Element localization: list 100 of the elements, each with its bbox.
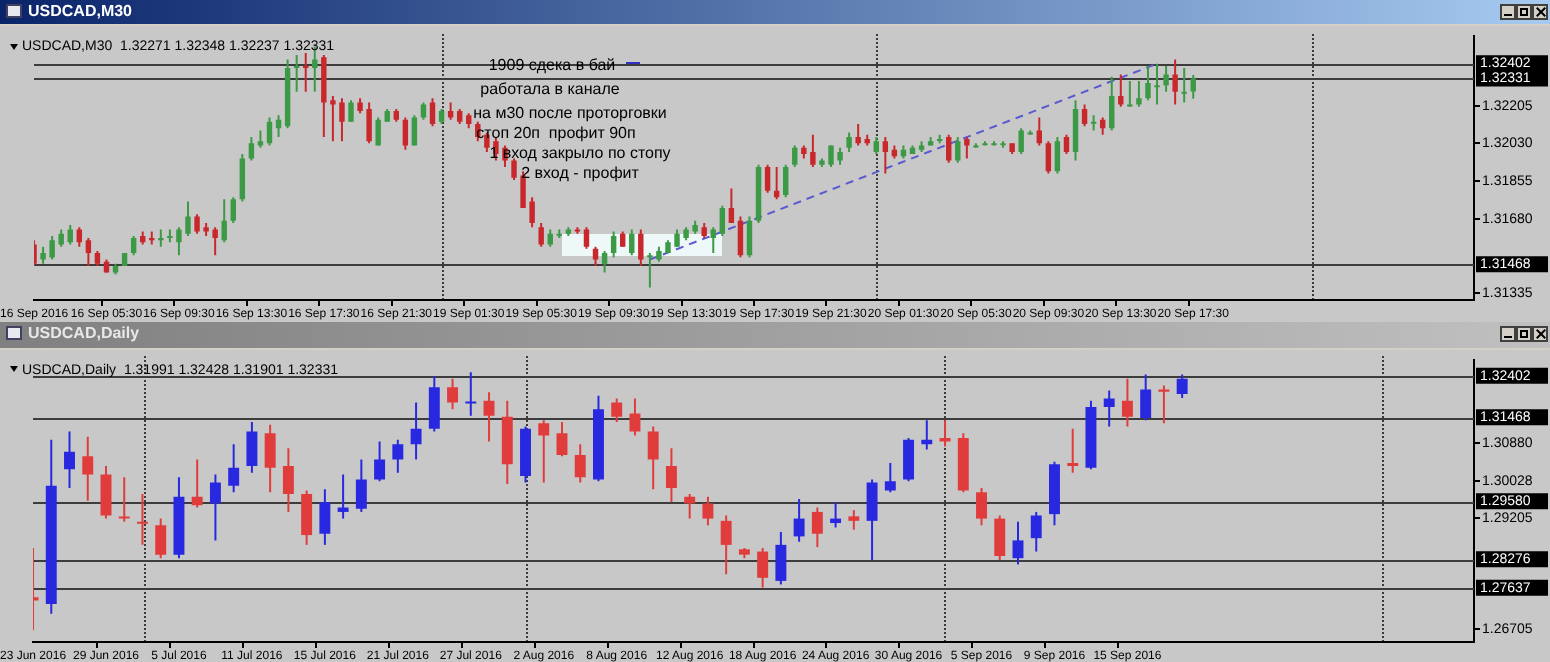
candlestick — [118, 476, 130, 523]
candlestick — [355, 458, 367, 513]
candlestick — [976, 486, 987, 527]
chart-title: USDCAD,M30 — [28, 0, 133, 24]
candlestick — [1045, 140, 1052, 175]
candlestick — [82, 435, 94, 502]
candlestick — [811, 506, 823, 549]
candlestick — [282, 447, 294, 513]
candlestick — [556, 421, 568, 458]
candlestick — [230, 196, 236, 224]
candlestick — [1140, 373, 1152, 422]
candlestick — [1012, 520, 1024, 566]
candlestick — [266, 116, 273, 147]
candlestick — [1081, 103, 1088, 128]
candlestick — [209, 473, 221, 542]
candlestick — [264, 423, 276, 494]
candlestick — [647, 425, 659, 491]
candlestick — [1163, 64, 1169, 93]
candlestick — [392, 438, 404, 474]
annotation: работала в канале — [480, 80, 621, 99]
candlestick — [946, 133, 952, 164]
candlestick — [939, 419, 951, 448]
candlestick — [710, 226, 716, 255]
candlestick — [319, 488, 331, 546]
candlestick — [538, 221, 544, 248]
candlestick — [702, 495, 714, 527]
candlestick — [846, 131, 852, 153]
candlestick — [221, 198, 227, 244]
candlestick — [1030, 510, 1042, 553]
candlestick — [520, 425, 531, 484]
candlestick — [76, 226, 83, 248]
candlestick — [1176, 373, 1188, 399]
candlestick — [601, 249, 608, 274]
chart-title: USDCAD,Daily — [28, 322, 140, 346]
candlestick — [64, 430, 75, 489]
candlestick — [592, 245, 599, 267]
candlestick — [1067, 427, 1079, 474]
candlestick — [1121, 377, 1133, 428]
candlestick — [720, 514, 732, 576]
candlestick — [1072, 99, 1079, 162]
candlestick — [792, 144, 798, 169]
candlestick — [158, 228, 164, 248]
candlestick — [410, 401, 422, 461]
candlestick — [830, 501, 842, 529]
annotation: на м30 после проторговки — [473, 104, 667, 123]
candlestick — [1054, 135, 1061, 175]
candlestick — [538, 419, 550, 484]
candlestick — [1036, 116, 1043, 147]
candlestick — [764, 163, 771, 194]
candlestick — [348, 99, 354, 123]
candlestick — [483, 391, 495, 443]
candlestick — [583, 226, 590, 250]
candlestick — [137, 493, 148, 546]
candlestick — [1018, 127, 1024, 156]
candlestick — [775, 530, 787, 586]
candlestick — [728, 187, 735, 224]
candlestick — [629, 228, 635, 257]
candlestick — [793, 498, 805, 543]
candlestick — [447, 377, 459, 411]
candlestick — [301, 489, 313, 546]
candlestick — [994, 514, 1006, 561]
candlestick — [1103, 389, 1115, 428]
candlestick — [574, 443, 586, 484]
candlestick — [882, 135, 889, 175]
candlestick — [921, 419, 933, 451]
candlestick — [428, 375, 440, 433]
candlestick — [1172, 58, 1178, 106]
candlestick — [1136, 79, 1142, 108]
candlestick — [155, 517, 167, 560]
candlestick — [955, 135, 961, 164]
candlestick — [228, 443, 240, 494]
candlestick — [465, 371, 477, 417]
candlestick — [884, 461, 896, 494]
candlestick — [1109, 75, 1115, 132]
candlestick — [665, 447, 677, 504]
candlestick — [1127, 79, 1133, 108]
candlestick — [737, 215, 744, 259]
candlestick — [1181, 67, 1187, 104]
candlestick — [429, 97, 436, 128]
candlestick — [337, 473, 349, 520]
candlestick — [191, 458, 203, 509]
candlestick — [964, 135, 970, 160]
candlestick — [1158, 384, 1170, 425]
candlestick — [246, 421, 258, 474]
candlestick — [903, 437, 915, 483]
candlestick — [375, 116, 381, 147]
candlestick — [85, 237, 92, 267]
annotation: 2 вход - профит — [521, 164, 640, 183]
candlestick — [611, 397, 623, 424]
candlestick — [1063, 133, 1070, 156]
candlestick — [374, 440, 386, 483]
candlestick — [684, 493, 696, 520]
candlestick — [855, 122, 861, 147]
candlestick — [848, 509, 860, 531]
candlestick — [746, 215, 753, 259]
candlestick — [629, 397, 641, 437]
candlestick — [638, 228, 644, 267]
candlestick — [783, 163, 789, 199]
candlestick — [248, 135, 255, 162]
candlestick — [866, 478, 878, 561]
